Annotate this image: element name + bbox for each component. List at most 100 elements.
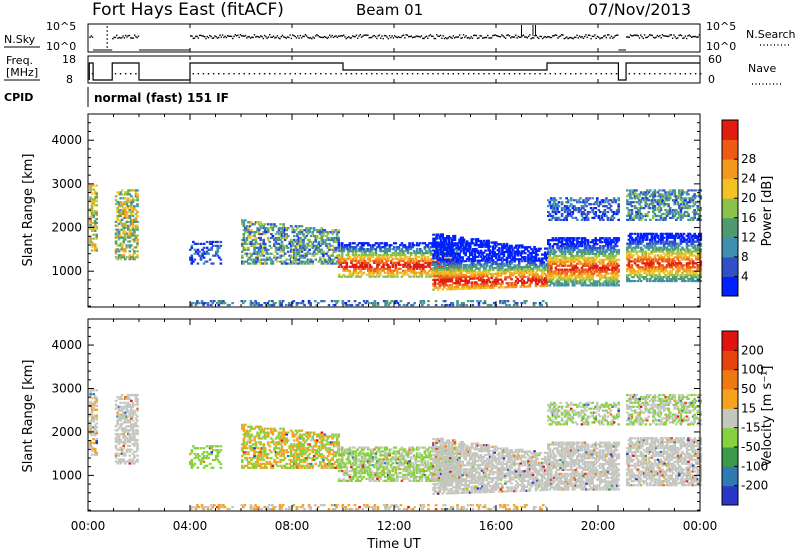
power-cell	[473, 281, 477, 284]
power-cell	[353, 248, 356, 251]
power-cell	[644, 262, 648, 265]
power-cell	[123, 236, 127, 239]
power-cell	[280, 262, 284, 265]
power-cell	[565, 241, 568, 244]
power-cell	[653, 279, 657, 283]
power-cell	[289, 262, 293, 265]
power-cell	[461, 273, 464, 277]
power-cell	[92, 202, 95, 205]
power-cell	[362, 244, 365, 247]
power-cell	[641, 234, 644, 237]
power-cell	[123, 201, 127, 204]
power-cell	[311, 232, 314, 236]
nsky-point	[339, 35, 341, 37]
power-cell	[447, 235, 451, 238]
power-cell	[573, 258, 576, 261]
nsky-point	[256, 35, 258, 38]
power-cell	[345, 263, 349, 266]
power-cell	[543, 280, 547, 284]
power-cell	[282, 232, 285, 236]
power-cell	[136, 195, 139, 198]
power-cell	[219, 244, 223, 247]
power-cell	[560, 207, 564, 210]
power-cell	[568, 278, 572, 281]
power-cell	[533, 279, 536, 282]
power-cell	[331, 258, 334, 261]
power-cell	[435, 274, 438, 278]
power-cell	[354, 269, 358, 272]
power-cell	[297, 238, 301, 242]
power-cell	[606, 268, 610, 271]
power-cell	[551, 262, 555, 265]
nsky-point	[390, 36, 392, 39]
power-cell	[459, 236, 463, 239]
power-cell	[93, 212, 97, 215]
nsky-point	[309, 37, 312, 39]
nave-point	[679, 73, 681, 75]
power-cell	[420, 257, 424, 261]
power-cell	[467, 259, 471, 263]
power-cell	[665, 279, 669, 283]
power-cell	[638, 260, 641, 263]
power-cell	[668, 254, 672, 257]
power-cell	[426, 257, 430, 261]
power-cell	[499, 284, 503, 287]
power-cell	[658, 258, 661, 261]
power-cell	[409, 257, 413, 261]
power-cell	[600, 268, 604, 271]
power-cell	[662, 275, 666, 279]
nsky-point	[385, 34, 387, 37]
power-cell	[418, 265, 422, 268]
power-cell	[481, 275, 484, 278]
power-cell	[470, 238, 474, 241]
power-cell	[400, 248, 404, 251]
nave-point	[427, 73, 429, 75]
power-cell	[439, 249, 443, 252]
power-cell	[450, 244, 454, 248]
nsky-point	[241, 35, 243, 37]
power-cell	[323, 229, 327, 232]
nave-point	[508, 73, 511, 75]
power-cell	[296, 250, 299, 253]
power-cell	[256, 258, 259, 261]
power-cell	[603, 270, 607, 273]
power-cell	[89, 223, 92, 227]
nsky-point	[288, 36, 290, 39]
power-cell	[582, 268, 585, 271]
power-cell	[453, 236, 457, 240]
power-cell	[482, 281, 486, 284]
power-cell	[461, 258, 464, 261]
power-cell	[90, 213, 94, 217]
power-cell	[250, 221, 253, 224]
power-cell	[510, 246, 513, 249]
power-cell	[638, 256, 641, 259]
power-cell	[582, 270, 585, 273]
power-cell	[542, 278, 546, 282]
power-cell	[136, 224, 139, 227]
power-cell	[335, 231, 339, 234]
power-cell	[305, 252, 308, 255]
power-cell	[370, 250, 373, 253]
power-cell	[583, 237, 587, 240]
power-cell	[632, 275, 635, 279]
power-cell	[294, 225, 298, 228]
power-cell	[282, 229, 285, 232]
nsky-point	[91, 36, 94, 38]
power-cell	[392, 269, 396, 272]
power-cell	[436, 259, 440, 262]
power-cell	[485, 275, 489, 278]
power-cell	[319, 256, 322, 259]
nsky-point	[627, 36, 629, 38]
power-cell	[428, 242, 431, 245]
nave-point	[615, 73, 618, 75]
power-cell	[374, 275, 378, 278]
nsky-point	[290, 37, 293, 40]
power-cell	[95, 200, 98, 203]
power-cell	[134, 226, 138, 229]
power-cell	[123, 208, 127, 212]
power-cell	[339, 261, 343, 265]
power-cell	[317, 229, 321, 232]
power-cell	[553, 252, 556, 256]
power-cell	[514, 250, 518, 253]
power-cell	[553, 197, 556, 200]
